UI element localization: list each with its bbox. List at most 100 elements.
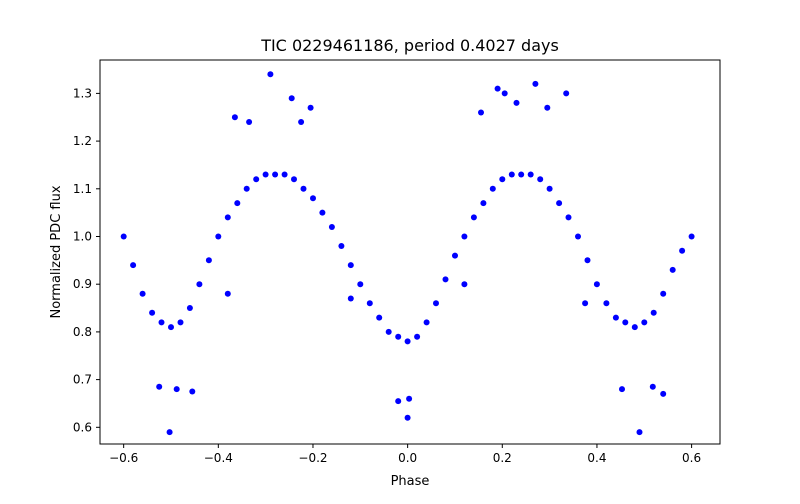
- data-point: [546, 185, 553, 192]
- data-point: [660, 290, 667, 297]
- data-point: [461, 281, 468, 288]
- data-point: [385, 328, 392, 335]
- y-tick-label: 0.8: [73, 325, 92, 339]
- data-point: [406, 395, 413, 402]
- data-point: [328, 224, 335, 230]
- data-point: [518, 171, 525, 178]
- data-point: [366, 300, 373, 307]
- data-point: [158, 319, 165, 326]
- data-points: [120, 71, 695, 436]
- data-point: [622, 319, 629, 326]
- x-axis-label: Phase: [391, 474, 430, 489]
- data-point: [619, 386, 625, 393]
- x-axis: −0.6 −0.4 −0.2 0.0 0.2 0.4 0.6: [109, 444, 701, 465]
- data-point: [489, 185, 496, 192]
- data-point: [582, 300, 589, 307]
- data-point: [584, 257, 591, 264]
- data-point: [452, 252, 458, 259]
- data-point: [636, 429, 643, 436]
- data-point: [189, 388, 196, 395]
- data-point: [478, 109, 484, 116]
- data-point: [166, 429, 173, 436]
- data-point: [272, 171, 279, 178]
- chart-title: TIC 0229461186, period 0.4027 days: [260, 36, 559, 55]
- data-point: [347, 262, 354, 269]
- data-point: [319, 209, 326, 216]
- data-point: [404, 338, 411, 345]
- data-point: [310, 195, 316, 202]
- data-point: [224, 290, 231, 297]
- data-point: [267, 71, 274, 78]
- x-tick-label: 0.4: [587, 451, 606, 465]
- data-point: [423, 319, 430, 326]
- data-point: [288, 95, 295, 102]
- data-point: [433, 300, 439, 307]
- data-point: [499, 176, 506, 183]
- data-point: [631, 324, 638, 331]
- data-point: [660, 390, 667, 397]
- data-point: [563, 90, 570, 97]
- data-point: [649, 383, 656, 390]
- data-point: [532, 80, 539, 87]
- data-point: [669, 266, 676, 273]
- y-tick-label: 1.0: [73, 229, 92, 243]
- x-tick-label: −0.6: [109, 451, 138, 465]
- y-axis: 0.6 0.7 0.8 0.9 1.0 1.1 1.2 1.3: [73, 86, 100, 434]
- data-point: [300, 185, 307, 192]
- x-tick-label: 0.6: [682, 451, 701, 465]
- y-tick-label: 1.1: [73, 182, 92, 196]
- data-point: [149, 309, 156, 316]
- data-point: [612, 314, 619, 321]
- data-point: [347, 295, 354, 302]
- data-point: [527, 171, 534, 178]
- data-point: [442, 276, 449, 283]
- data-point: [641, 319, 648, 326]
- data-point: [414, 333, 421, 340]
- data-point: [291, 176, 297, 183]
- data-point: [480, 200, 487, 207]
- data-point: [177, 319, 184, 326]
- data-point: [186, 305, 193, 311]
- data-point: [224, 214, 231, 221]
- data-point: [262, 171, 269, 178]
- data-point: [513, 99, 520, 106]
- data-point: [234, 200, 241, 207]
- data-point: [120, 233, 127, 240]
- y-tick-label: 0.6: [73, 420, 92, 434]
- data-point: [575, 233, 581, 240]
- data-point: [688, 233, 695, 240]
- data-point: [130, 262, 137, 269]
- data-point: [537, 176, 544, 183]
- data-point: [298, 119, 305, 125]
- data-point: [338, 243, 345, 249]
- data-point: [168, 324, 174, 331]
- x-tick-label: 0.2: [493, 451, 512, 465]
- y-tick-label: 0.7: [73, 373, 92, 387]
- data-point: [494, 85, 501, 92]
- y-tick-label: 0.9: [73, 277, 92, 291]
- data-point: [650, 309, 657, 316]
- data-point: [395, 333, 402, 340]
- data-point: [156, 383, 163, 390]
- x-tick-label: −0.2: [298, 451, 327, 465]
- data-point: [246, 119, 253, 125]
- data-point: [376, 314, 383, 321]
- data-point: [556, 200, 563, 207]
- plot-frame: [99, 59, 721, 445]
- data-point: [593, 281, 600, 288]
- data-point: [501, 90, 508, 97]
- y-tick-label: 1.2: [73, 134, 92, 148]
- data-point: [565, 214, 572, 221]
- x-tick-label: 0.0: [398, 451, 417, 465]
- data-point: [461, 233, 468, 240]
- data-point: [603, 300, 610, 307]
- data-point: [281, 171, 288, 178]
- data-point: [139, 290, 146, 297]
- x-tick-label: −0.4: [204, 451, 233, 465]
- data-point: [544, 104, 551, 111]
- data-point: [404, 414, 411, 421]
- data-point: [679, 247, 686, 254]
- data-point: [243, 185, 250, 192]
